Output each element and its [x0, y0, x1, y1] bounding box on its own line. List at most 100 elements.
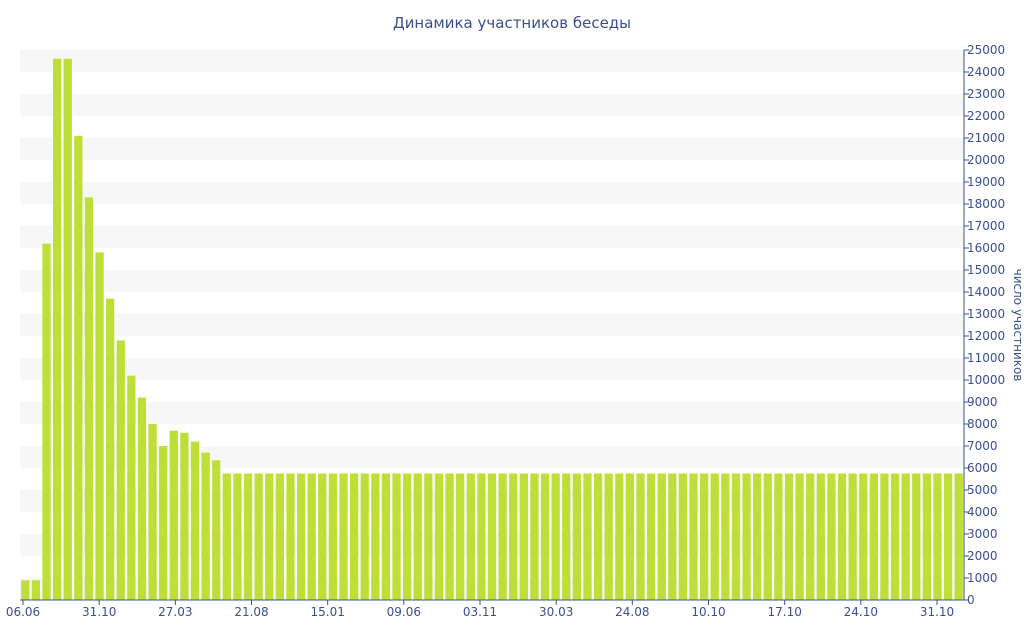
bar	[424, 473, 433, 600]
bar	[84, 197, 94, 600]
bar	[371, 473, 380, 600]
x-axis-ticks: 06.06 31.10 27.03 21.08 15.01 09.06 03.11 30.03…	[6, 600, 954, 619]
bar	[668, 473, 677, 600]
bar	[933, 473, 942, 600]
bar	[487, 473, 497, 600]
bar	[636, 473, 645, 600]
grid-band	[20, 446, 964, 468]
y-tick-label: 12000	[967, 329, 1005, 343]
y-axis-label: число участников	[1011, 269, 1024, 382]
bar	[190, 441, 200, 600]
bar	[625, 473, 635, 600]
bar	[498, 473, 507, 600]
x-tick-label: 09.06	[387, 605, 421, 619]
bar	[774, 473, 783, 600]
bar	[509, 473, 518, 600]
x-tick-label: 15.01	[310, 605, 344, 619]
y-tick-label: 4000	[967, 505, 998, 519]
bar	[848, 473, 857, 600]
y-tick-label: 24000	[967, 65, 1005, 79]
bar	[148, 424, 157, 600]
y-tick-label: 2000	[967, 549, 998, 563]
y-tick-label: 14000	[967, 285, 1005, 299]
bar	[880, 473, 889, 600]
bar	[180, 432, 189, 600]
bar	[265, 473, 274, 600]
y-tick-label: 18000	[967, 197, 1005, 211]
x-tick-label: 24.08	[615, 605, 649, 619]
bar	[74, 135, 83, 601]
bar	[159, 446, 168, 600]
y-tick-label: 15000	[967, 263, 1005, 277]
y-tick-label: 0	[967, 593, 975, 607]
bar	[42, 243, 51, 600]
bar	[445, 473, 454, 600]
bar	[413, 473, 422, 600]
x-tick-label: 10.10	[691, 605, 725, 619]
x-tick-label: 06.06	[6, 605, 40, 619]
y-tick-label: 8000	[967, 417, 998, 431]
bar	[954, 473, 963, 600]
bar	[106, 298, 115, 600]
y-tick-label: 25000	[967, 43, 1005, 57]
bar	[615, 473, 624, 600]
bar	[403, 473, 412, 600]
bar	[63, 58, 72, 601]
bar	[912, 473, 921, 600]
bar	[943, 473, 953, 600]
y-tick-label: 9000	[967, 395, 998, 409]
bar	[763, 473, 772, 600]
bar	[127, 375, 136, 600]
bar	[392, 473, 401, 600]
bar	[318, 473, 327, 600]
grid-band	[20, 402, 964, 424]
bar	[795, 473, 804, 600]
y-tick-label: 11000	[967, 351, 1005, 365]
bar	[381, 473, 391, 600]
y-tick-label: 23000	[967, 87, 1005, 101]
bar	[275, 473, 284, 600]
y-tick-label: 5000	[967, 483, 998, 497]
grid-band	[20, 270, 964, 292]
y-tick-label: 17000	[967, 219, 1005, 233]
grid-band	[20, 226, 964, 248]
grid-band	[20, 314, 964, 336]
bar	[360, 473, 369, 600]
bar	[95, 252, 104, 600]
x-tick-label: 27.03	[158, 605, 192, 619]
grid-band	[20, 94, 964, 116]
bar	[901, 473, 910, 600]
y-tick-label: 13000	[967, 307, 1005, 321]
bar	[530, 473, 539, 600]
bar	[816, 473, 825, 600]
y-tick-label: 16000	[967, 241, 1005, 255]
bar	[328, 473, 338, 600]
bar	[710, 473, 719, 600]
y-tick-label: 20000	[967, 153, 1005, 167]
bar	[540, 473, 550, 600]
bar	[434, 473, 444, 600]
y-tick-label: 3000	[967, 527, 998, 541]
bar	[700, 473, 709, 600]
bar	[572, 473, 581, 600]
bar	[869, 473, 878, 600]
x-tick-label: 31.10	[920, 605, 954, 619]
bar	[583, 473, 592, 600]
bar	[837, 473, 847, 600]
y-tick-label: 6000	[967, 461, 998, 475]
bar	[753, 473, 762, 600]
y-tick-label: 10000	[967, 373, 1005, 387]
bars	[21, 58, 963, 601]
bar	[243, 473, 253, 600]
bar	[222, 473, 231, 600]
bar	[562, 473, 571, 600]
bar	[456, 473, 465, 600]
bar	[31, 580, 41, 600]
x-tick-label: 17.10	[767, 605, 801, 619]
y-tick-label: 21000	[967, 131, 1005, 145]
bar	[721, 473, 730, 600]
x-tick-label: 24.10	[844, 605, 878, 619]
bar	[827, 473, 836, 600]
